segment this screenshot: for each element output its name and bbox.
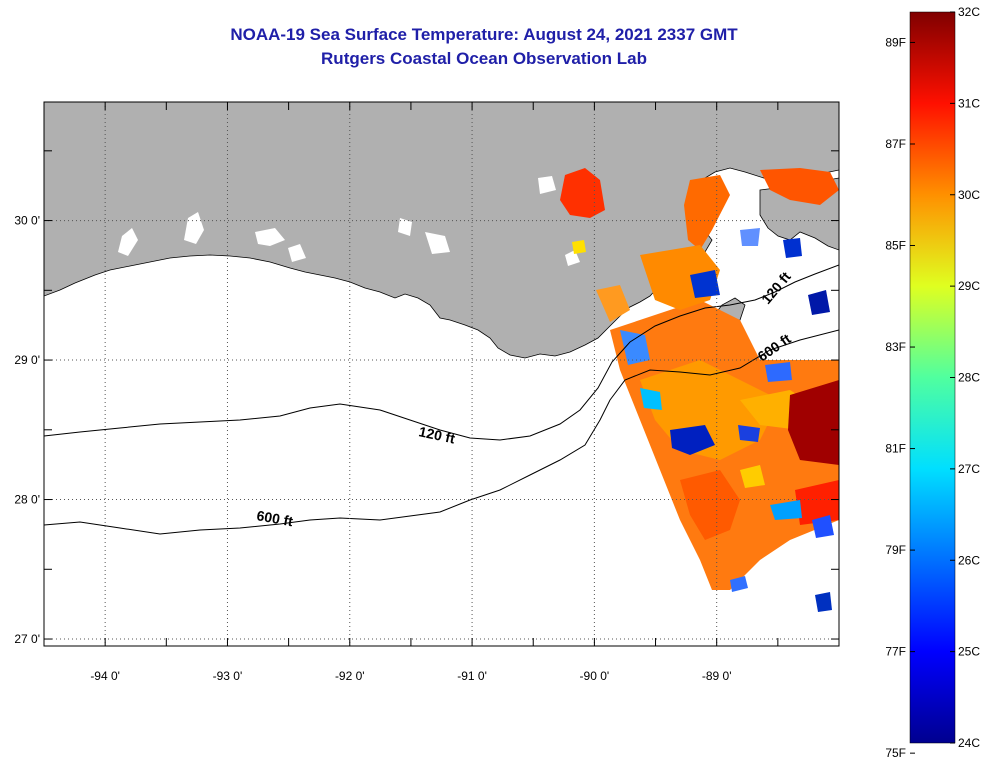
lon-tick-label: -89 0' [702, 669, 732, 683]
colorbar-celsius-label: 30C [958, 188, 980, 202]
map-frame [43, 101, 840, 647]
colorbar-celsius-label: 26C [958, 553, 980, 567]
lon-tick-label: -92 0' [335, 669, 365, 683]
colorbar-celsius-labels: 32C 31C 30C 29C 28C 27C 26C 25C 24C [950, 5, 980, 750]
bathymetry-contours [44, 264, 839, 535]
colorbar [909, 11, 956, 744]
contour-label-600ft-west: 600 ft [255, 507, 294, 529]
lon-tick-label: -91 0' [457, 669, 487, 683]
colorbar-celsius-label: 25C [958, 645, 980, 659]
sst-data-layer [560, 168, 839, 612]
map-title: NOAA-19 Sea Surface Temperature: August … [230, 25, 738, 44]
colorbar-fahrenheit-label: 81F [885, 442, 906, 456]
colorbar-celsius-label: 28C [958, 371, 980, 385]
contour-label-120ft-west: 120 ft [417, 423, 456, 446]
colorbar-fahrenheit-label: 83F [885, 340, 906, 354]
colorbar-celsius-label: 29C [958, 279, 980, 293]
colorbar-celsius-label: 31C [958, 96, 980, 110]
colorbar-celsius-label: 32C [958, 5, 980, 19]
latitude-labels: 30 0' 29 0' 28 0' 27 0' [14, 214, 40, 646]
colorbar-fahrenheit-labels: 89F 87F 85F 83F 81F 79F 77F 75F [885, 35, 915, 760]
lat-tick-label: 27 0' [14, 632, 40, 646]
colorbar-fahrenheit-label: 85F [885, 239, 906, 253]
lat-tick-label: 29 0' [14, 353, 40, 367]
lon-tick-label: -93 0' [213, 669, 243, 683]
longitude-labels: -94 0' -93 0' -92 0' -91 0' -90 0' -89 0' [90, 669, 731, 683]
colorbar-fahrenheit-label: 77F [885, 645, 906, 659]
map-subtitle: Rutgers Coastal Ocean Observation Lab [321, 49, 647, 68]
lat-tick-label: 30 0' [14, 214, 40, 228]
colorbar-fahrenheit-label: 89F [885, 35, 906, 49]
colorbar-fahrenheit-label: 75F [885, 746, 906, 760]
colorbar-celsius-label: 24C [958, 736, 980, 750]
lon-tick-label: -94 0' [90, 669, 120, 683]
colorbar-fahrenheit-label: 87F [885, 137, 906, 151]
inland-lakes [118, 176, 580, 266]
colorbar-fahrenheit-label: 79F [885, 543, 906, 557]
lat-tick-label: 28 0' [14, 493, 40, 507]
colorbar-celsius-label: 27C [958, 462, 980, 476]
lon-tick-label: -90 0' [580, 669, 610, 683]
graticule [44, 102, 839, 646]
